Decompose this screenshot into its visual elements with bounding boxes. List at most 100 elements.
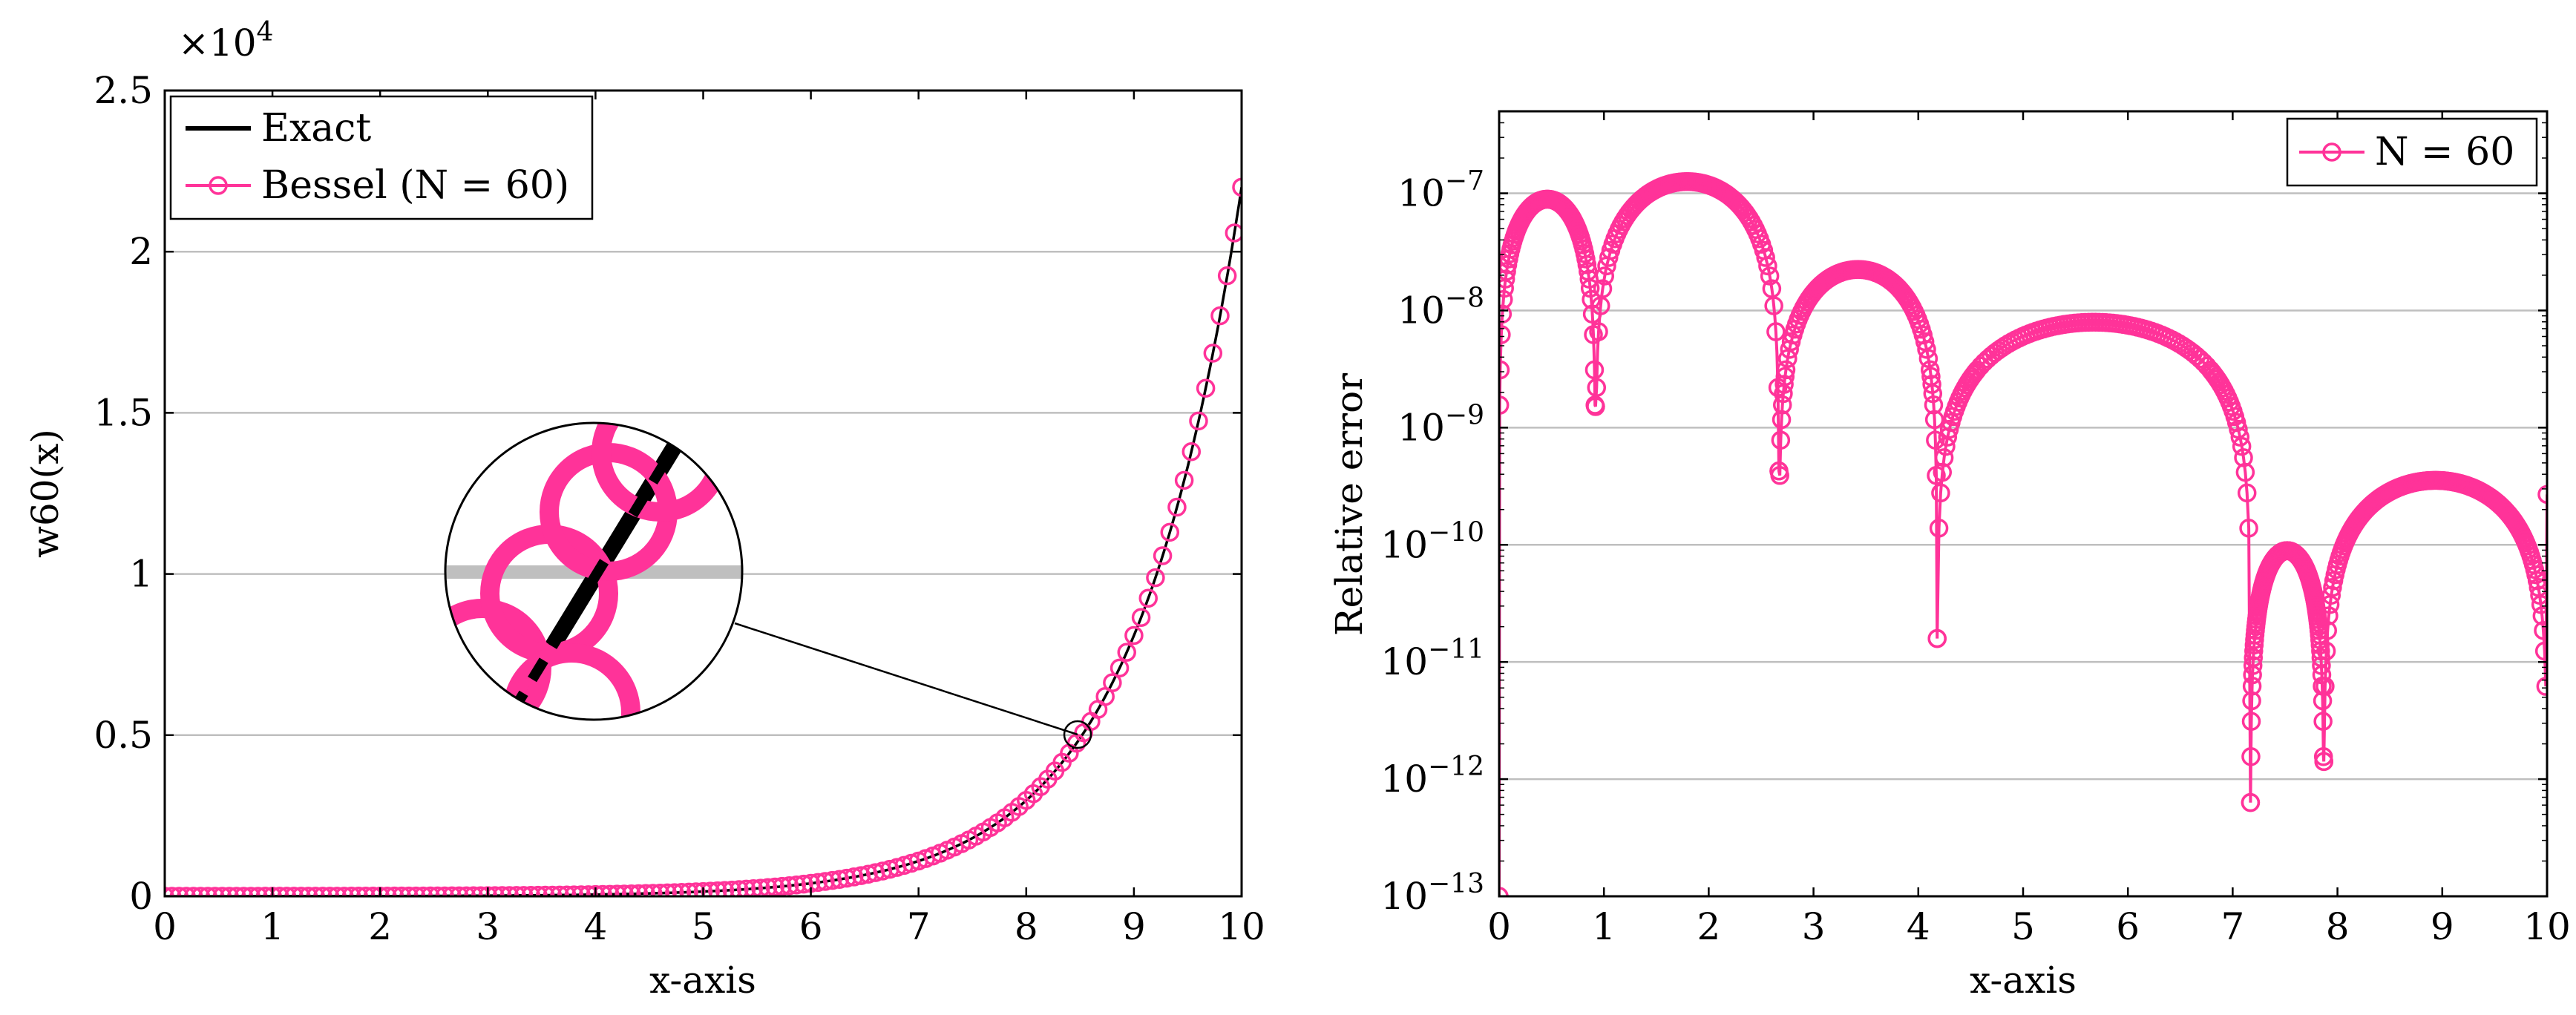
relative-error-marker — [2242, 691, 2261, 711]
bessel-marker — [550, 885, 569, 896]
right-series — [1499, 172, 2547, 896]
right-x-axis-label: x-axis — [1970, 959, 2077, 1002]
left-y-tick-label: 0.5 — [94, 714, 153, 757]
relative-error-marker — [2229, 419, 2248, 439]
right-x-tick-label: 1 — [1592, 905, 1616, 948]
left-chart: 0 0.5 1 1.5 2 2.5 0 1 2 3 4 5 6 7 8 9 10 ×104 x-axis w60… — [24, 17, 1265, 1002]
left-legend-box — [169, 95, 594, 220]
bessel-marker — [751, 878, 770, 896]
relative-error-marker — [2537, 484, 2547, 505]
bessel-marker — [822, 870, 842, 890]
left-x-tick-label: 7 — [907, 905, 931, 948]
bessel-marker — [586, 884, 606, 896]
left-x-axis-label: x-axis — [649, 959, 756, 1002]
left-y-tick-label: 0 — [129, 875, 153, 918]
left-x-tick-label: 5 — [692, 905, 715, 948]
relative-error-marker — [2536, 677, 2547, 696]
bessel-marker — [1103, 673, 1122, 692]
right-x-tick-label: 2 — [1697, 905, 1720, 948]
left-y-tick-label: 1 — [129, 553, 153, 596]
inset-connector-line — [734, 622, 1078, 736]
relative-error-marker — [2311, 641, 2330, 661]
legend-exact-label: Exact — [261, 106, 371, 151]
relative-error-marker — [1770, 466, 1789, 485]
bessel-marker — [593, 884, 612, 896]
right-x-tick-label: 5 — [2011, 905, 2035, 948]
inset-frame — [444, 421, 744, 721]
bessel-marker — [787, 875, 807, 895]
bessel-marker — [1210, 306, 1230, 326]
bessel-marker — [578, 885, 598, 896]
relative-error-marker — [1499, 325, 1511, 344]
relative-error-marker — [2316, 641, 2336, 661]
bessel-marker — [736, 879, 756, 896]
bessel-marker — [1117, 643, 1136, 662]
relative-error-marker — [1775, 367, 1795, 387]
left-x-tick-label: 4 — [583, 905, 607, 948]
left-gridlines — [165, 250, 1242, 737]
bessel-marker — [808, 873, 828, 893]
right-y-tick-label: 10−11 — [1380, 634, 1484, 683]
relative-error-marker — [2235, 462, 2255, 482]
bessel-marker — [607, 884, 627, 896]
relative-error-marker — [2230, 427, 2250, 447]
right-y-tick-label: 10−7 — [1397, 166, 1484, 215]
left-x-tick-label: 6 — [799, 905, 823, 948]
left-x-tick-label: 3 — [476, 905, 499, 948]
relative-error-marker — [2310, 635, 2330, 655]
inset-exact-line-overlay — [508, 442, 680, 715]
bessel-marker — [830, 870, 850, 889]
left-y-axis-label: w60(x) — [24, 429, 67, 558]
relative-error-marker — [2318, 620, 2338, 640]
bessel-marker — [701, 881, 720, 896]
bessel-marker — [851, 866, 871, 885]
relative-error-marker — [1589, 322, 1608, 341]
left-y-tick-label: 1.5 — [94, 391, 153, 434]
relative-error-marker — [2531, 595, 2547, 614]
bessel-marker — [636, 884, 655, 896]
bessel-marker — [1110, 658, 1130, 678]
bessel-marker — [1124, 625, 1144, 646]
bessel-marker — [557, 885, 577, 896]
bessel-marker — [794, 874, 813, 894]
bessel-marker — [650, 883, 670, 896]
relative-error-marker — [1923, 384, 1943, 404]
relative-error-marker — [2313, 691, 2333, 711]
right-y-axis-label: Relative error — [1328, 373, 1371, 636]
right-legend: N = 60 — [2286, 117, 2538, 187]
relative-error-marker — [1586, 397, 1605, 416]
left-x-tick-label: 2 — [368, 905, 392, 948]
relative-error-marker — [1766, 322, 1786, 341]
right-x-tick-label: 8 — [2326, 905, 2350, 948]
right-x-tick-label: 0 — [1487, 905, 1511, 948]
right-y-tick-label: 10−9 — [1397, 400, 1484, 449]
relative-error-marker — [1776, 360, 1796, 380]
bessel-marker — [679, 882, 698, 896]
relative-error-marker — [1499, 262, 1516, 281]
relative-error-marker — [1917, 340, 1936, 359]
relative-error-marker — [2321, 585, 2341, 605]
legend-n60-label: N = 60 — [2375, 130, 2514, 174]
left-y-tick-label: 2.5 — [94, 69, 153, 112]
legend-bessel-marker — [209, 176, 228, 195]
right-x-tick-label: 6 — [2116, 905, 2140, 948]
relative-error-marker — [1580, 278, 1600, 298]
relative-error-marker — [1587, 378, 1607, 398]
relative-error-marker — [1774, 375, 1794, 394]
right-x-tick-label: 3 — [1802, 905, 1826, 948]
bessel-marker — [837, 868, 856, 888]
right-ticks: 10−7 10−8 10−9 10−10 10−11 10−12 10−130 1 2 3 4 5 6 7… — [1380, 111, 2571, 948]
bessel-marker — [629, 884, 649, 896]
relative-error-marker — [2241, 792, 2261, 812]
relative-error-marker — [1924, 395, 1944, 415]
relative-error-marker — [1577, 255, 1597, 275]
right-x-tick-label: 4 — [1907, 905, 1930, 948]
bessel-marker — [672, 883, 692, 896]
left-legend: Exact Bessel (N = 60) — [169, 95, 594, 220]
bessel-marker — [844, 867, 864, 887]
bessel-marker — [686, 882, 706, 896]
legend-bessel-label: Bessel (N = 60) — [261, 163, 569, 208]
relative-error-marker — [2316, 677, 2335, 696]
relative-error-marker — [2534, 641, 2547, 661]
bessel-marker — [643, 884, 663, 896]
